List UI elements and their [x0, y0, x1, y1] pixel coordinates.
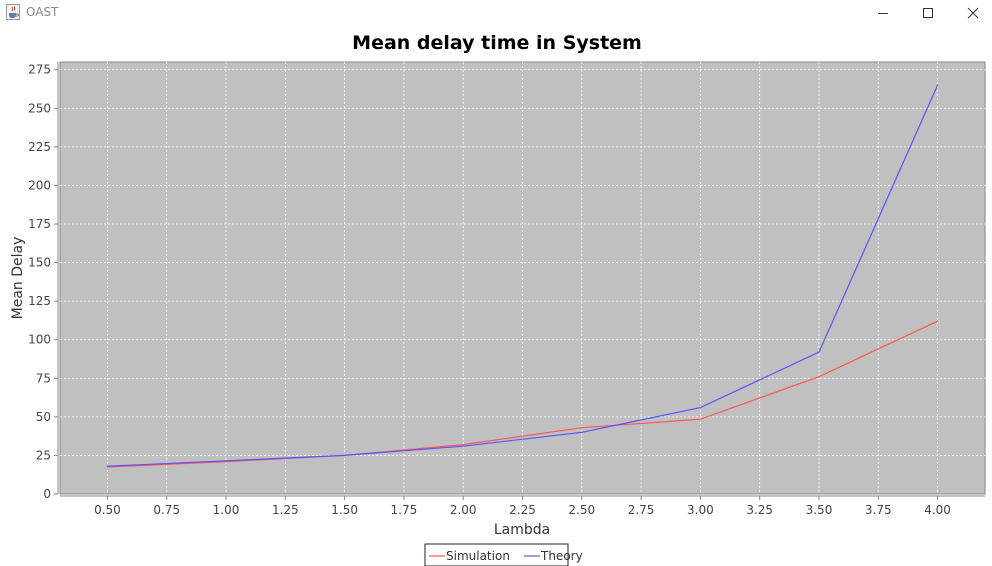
x-tick-label: 4.00: [924, 503, 951, 517]
x-tick-label: 0.50: [94, 503, 121, 517]
x-tick-label: 1.00: [213, 503, 240, 517]
y-tick-label: 225: [28, 140, 51, 154]
x-tick-label: 3.00: [687, 503, 714, 517]
data-point-simulation: [818, 376, 820, 378]
x-tick-label: 1.50: [331, 503, 358, 517]
data-point-simulation: [581, 427, 583, 429]
y-tick-label: 250: [28, 101, 51, 115]
maximize-button[interactable]: [905, 0, 951, 26]
data-point-theory: [106, 465, 109, 467]
minimize-button[interactable]: [860, 0, 906, 26]
y-tick-label: 125: [28, 294, 51, 308]
x-tick-label: 3.50: [806, 503, 833, 517]
data-point-theory: [581, 431, 583, 433]
x-tick-label: 1.75: [391, 503, 418, 517]
y-tick-label: 100: [28, 333, 51, 347]
gridlines: [60, 62, 985, 494]
data-point-theory: [818, 351, 820, 353]
window-title: OAST: [26, 5, 59, 19]
x-tick-label: 0.75: [153, 503, 180, 517]
x-tick-label: 3.25: [746, 503, 773, 517]
legend-label-simulation: Simulation: [446, 549, 510, 563]
y-tick-label: 150: [28, 256, 51, 270]
axes: 0 25 50 75 100 125 150 175 200 225 250 275 0.50 0.75 1…: [28, 62, 985, 517]
legend: Simulation Theory: [424, 543, 583, 566]
data-point-theory: [699, 407, 701, 409]
data-point-simulation: [699, 418, 701, 420]
y-tick-label: 175: [28, 217, 51, 231]
x-tick-label: 2.50: [568, 503, 595, 517]
data-point-simulation: [462, 444, 464, 446]
maximize-icon: [923, 8, 933, 18]
chart-panel: Mean delay time in System 0 25 50 75 100 125 1…: [0, 26, 992, 566]
line-chart: Mean delay time in System 0 25 50 75 100 125 1…: [10, 32, 986, 566]
data-point-theory: [344, 454, 346, 457]
y-tick-label: 25: [36, 448, 51, 462]
y-tick-label: 75: [36, 371, 51, 385]
x-tick-label: 2.25: [509, 503, 536, 517]
y-tick-label: 0: [43, 487, 51, 501]
minimize-icon: [878, 13, 888, 14]
data-point-theory: [462, 445, 464, 447]
java-cup-icon: [6, 4, 20, 20]
chart-title: Mean delay time in System: [352, 32, 642, 54]
x-tick-label: 2.75: [628, 503, 655, 517]
close-button[interactable]: [950, 0, 992, 26]
y-axis-label: Mean Delay: [10, 237, 26, 320]
data-point-theory: [225, 460, 227, 462]
y-tick-label: 200: [28, 178, 51, 192]
title-bar[interactable]: OAST: [0, 0, 992, 26]
legend-box: [424, 543, 569, 566]
legend-label-theory: Theory: [540, 549, 583, 563]
x-tick-label: 1.25: [272, 503, 299, 517]
x-axis-label: Lambda: [494, 522, 550, 538]
x-tick-label: 2.00: [450, 503, 477, 517]
series-line-theory: [107, 84, 939, 467]
series-line-simulation: [107, 320, 938, 468]
close-icon: [967, 7, 979, 19]
data-point-simulation: [936, 320, 939, 322]
y-tick-label: 275: [28, 63, 51, 77]
x-tick-label: 3.75: [865, 503, 892, 517]
series-layer: [106, 84, 939, 468]
y-tick-label: 50: [36, 410, 51, 424]
data-point-theory: [936, 84, 939, 86]
